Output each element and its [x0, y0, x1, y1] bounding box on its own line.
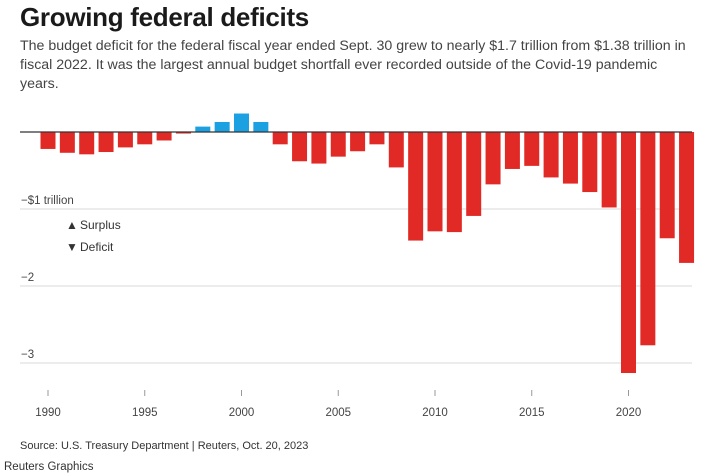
bar-1999 [214, 121, 230, 132]
bar-2009 [408, 132, 424, 241]
legend: ▲ Surplus ▼ Deficit [66, 218, 121, 254]
bar-2000 [234, 113, 249, 132]
bar-2022 [659, 132, 675, 239]
x-tick-label: 2020 [616, 407, 642, 419]
bar-2023 [679, 132, 695, 263]
bar-2021 [640, 132, 656, 346]
chart-title: Growing federal deficits [20, 2, 309, 32]
y-tick-label: −3 [21, 349, 34, 361]
y-tick-label: −2 [21, 272, 34, 284]
bar-1998 [195, 126, 211, 132]
bar-2013 [485, 132, 501, 185]
chart-subtitle: The budget deficit for the federal fisca… [20, 38, 686, 92]
bar-1997 [175, 132, 191, 134]
bar-1993 [98, 132, 114, 153]
x-tick-label: 2010 [422, 407, 448, 419]
bar-1994 [117, 132, 133, 148]
x-tick-label: 1990 [35, 407, 61, 419]
bar-2010 [427, 132, 443, 232]
bar-2008 [388, 132, 404, 168]
legend-deficit-label: Deficit [80, 240, 114, 254]
bar-2003 [292, 132, 308, 162]
bar-1990 [40, 132, 56, 149]
grid-lines [20, 208, 692, 364]
bar-2004 [311, 132, 327, 164]
x-tick-label: 1995 [132, 407, 158, 419]
bar-2019 [601, 132, 617, 208]
legend-deficit-symbol: ▼ [66, 240, 78, 254]
bar-1992 [79, 132, 95, 155]
legend-surplus-label: Surplus [80, 218, 121, 232]
bar-2012 [466, 132, 482, 216]
bar-1996 [156, 132, 172, 141]
bar-1995 [137, 132, 153, 145]
bar-2011 [446, 132, 462, 233]
x-tick-label: 2000 [229, 407, 255, 419]
axes: −$1 trillion −2 −3 1990 1995 2000 2005 2010 2015… [20, 131, 692, 419]
bar-2007 [369, 132, 385, 145]
bar-1991 [59, 132, 75, 153]
bar-2020 [621, 132, 636, 374]
bar-2002 [272, 132, 288, 145]
bar-2015 [524, 132, 540, 166]
legend-surplus-symbol: ▲ [66, 218, 78, 232]
bars [40, 113, 695, 374]
credit-note: Reuters Graphics [4, 461, 94, 473]
bar-2014 [504, 132, 520, 169]
bar-2018 [582, 132, 598, 193]
bar-2016 [543, 132, 559, 178]
bar-chart: −$1 trillion −2 −3 1990 1995 2000 2005 2010 2015… [20, 113, 695, 419]
bar-2006 [350, 132, 366, 152]
x-tick-label: 2005 [325, 407, 351, 419]
x-tick-label: 2015 [519, 407, 545, 419]
bar-2001 [253, 121, 269, 132]
source-note: Source: U.S. Treasury Department | Reute… [20, 440, 309, 452]
bar-2017 [562, 132, 578, 184]
bar-2005 [330, 132, 346, 157]
y-tick-label: −$1 trillion [21, 195, 74, 207]
